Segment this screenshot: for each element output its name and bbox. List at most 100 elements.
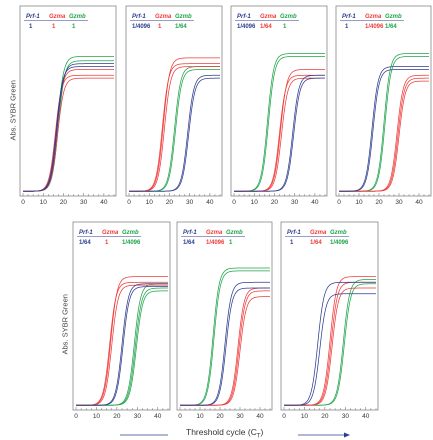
panel-3: 0 10 20 30 40 Prf-1 Gzma Gzmb 1/4096 1/64 1 — [230, 5, 328, 206]
panel-frame — [335, 5, 432, 197]
curve-prf-1 — [180, 287, 270, 406]
dilution-ratio-gzma: 1/4096 — [206, 240, 225, 246]
legend-entry-gzmb: Gzmb — [330, 230, 347, 236]
legend: Prf-1 Gzma Gzmb 1 1/4096 1/64 — [340, 14, 404, 30]
x-tick-label: 10 — [93, 413, 101, 420]
x-tick-label: 30 — [342, 413, 350, 420]
x-tick-label: 40 — [100, 199, 108, 206]
x-tick-label: 20 — [216, 413, 224, 420]
x-tick-label: 0 — [337, 199, 341, 206]
legend-entry-gzma: Gzma — [260, 14, 277, 20]
legend-entry-gzmb: Gzmb — [69, 14, 86, 20]
curve-prf-1 — [339, 69, 429, 192]
dilution-ratio-gzma: 1 — [105, 240, 109, 246]
curve-prf-1 — [284, 293, 376, 406]
x-axis-label-close: ) — [260, 427, 264, 437]
legend: Prf-1 Gzma Gzmb 1 1/64 1/4096 — [285, 230, 349, 246]
x-tick-label: 20 — [60, 199, 68, 206]
x-tick-label: 10 — [196, 413, 204, 420]
panel-frame — [19, 5, 117, 197]
dilution-ratio-prf-1: 1/64 — [183, 240, 195, 246]
legend-entry-prf-1: Prf-1 — [132, 14, 146, 20]
x-tick-label: 40 — [154, 413, 162, 420]
x-tick-label: 10 — [40, 199, 48, 206]
x-tick-label: 30 — [186, 199, 194, 206]
x-tick-label: 30 — [80, 199, 88, 206]
x-axis-arrow — [120, 432, 350, 438]
legend-entry-gzmb: Gzmb — [280, 14, 297, 20]
dilution-ratio-prf-1: 1/4096 — [132, 24, 151, 30]
dilution-ratio-gzmb: 1/64 — [175, 24, 187, 30]
legend-entry-prf-1: Prf-1 — [342, 14, 356, 20]
dilution-ratio-gzma: 1 — [52, 24, 56, 30]
panel-2: 0 10 20 30 40 Prf-1 Gzma Gzmb 1/4096 1 1/64 — [125, 5, 223, 206]
legend-entry-gzmb: Gzmb — [385, 14, 402, 20]
x-tick-label: 30 — [291, 199, 299, 206]
dilution-ratio-gzma: 1/4096 — [365, 24, 384, 30]
x-tick-label: 40 — [206, 199, 214, 206]
panel-5: 0 10 20 30 40 Prf-1 Gzma Gzmb 1/64 1 1/4096 — [72, 221, 171, 420]
dilution-ratio-gzmb: 1 — [229, 240, 233, 246]
dilution-ratio-prf-1: 1 — [345, 24, 349, 30]
legend-entry-gzma: Gzma — [155, 14, 172, 20]
x-ticks — [75, 407, 169, 410]
legend-entry-gzma: Gzma — [206, 230, 223, 236]
x-tick-label: 30 — [395, 199, 403, 206]
x-tick-label: 20 — [375, 199, 383, 206]
x-tick-label: 20 — [166, 199, 174, 206]
x-tick-label: 0 — [74, 413, 78, 420]
curve-prf-1 — [129, 77, 220, 192]
dilution-ratio-gzma: 1/64 — [260, 24, 272, 30]
x-tick-label: 40 — [256, 413, 264, 420]
legend-entry-prf-1: Prf-1 — [79, 230, 93, 236]
curve-prf-1 — [76, 286, 168, 406]
dilution-ratio-gzmb: 1 — [283, 24, 287, 30]
x-tick-label: 0 — [21, 199, 25, 206]
dilution-ratio-gzma: 1 — [158, 24, 162, 30]
x-ticks — [283, 407, 377, 410]
legend-entry-gzma: Gzma — [102, 230, 119, 236]
x-axis-label: Threshold cycle (CT) — [186, 427, 263, 440]
panel-7: 0 10 20 30 40 Prf-1 Gzma Gzmb 1 1/64 1/4096 — [280, 221, 379, 420]
x-ticks — [128, 193, 221, 196]
x-ticks — [233, 193, 326, 196]
x-tick-label: 10 — [251, 199, 259, 206]
panel-frame — [280, 221, 379, 411]
dilution-ratio-prf-1: 1 — [29, 24, 33, 30]
curves — [23, 56, 114, 192]
dilution-ratio-gzmb: 1/4096 — [122, 240, 141, 246]
x-tick-label: 10 — [146, 199, 154, 206]
x-tick-label: 10 — [301, 413, 309, 420]
legend-entry-prf-1: Prf-1 — [287, 230, 301, 236]
curve-prf-1 — [234, 77, 325, 192]
panel-1: 0 10 20 30 40 Prf-1 Gzma Gzmb 1 1 1 — [19, 5, 117, 206]
x-tick-label: 30 — [236, 413, 244, 420]
x-tick-label: 40 — [362, 413, 370, 420]
x-tick-label: 20 — [321, 413, 329, 420]
panel-frame — [125, 5, 223, 197]
curve-prf-1 — [23, 63, 114, 192]
curves — [76, 276, 168, 406]
dilution-ratio-prf-1: 1/4096 — [237, 24, 256, 30]
y-axis-label-top-row: Abs. SYBR Green — [8, 80, 18, 141]
legend-entry-gzma: Gzma — [365, 14, 382, 20]
x-tick-label: 0 — [127, 199, 131, 206]
x-tick-label: 20 — [113, 413, 121, 420]
x-tick-label: 0 — [282, 413, 286, 420]
panel-frame — [72, 221, 171, 411]
legend: Prf-1 Gzma Gzmb 1/64 1/4096 1 — [181, 230, 245, 246]
legend: Prf-1 Gzma Gzmb 1/4096 1/64 1 — [235, 14, 299, 30]
curves — [180, 267, 270, 406]
panel-frame — [230, 5, 328, 197]
curves — [284, 276, 376, 406]
panel-6: 0 10 20 30 40 Prf-1 Gzma Gzmb 1/64 1/4096 1 — [176, 221, 273, 420]
x-tick-label: 30 — [134, 413, 142, 420]
legend: Prf-1 Gzma Gzmb 1/4096 1 1/64 — [130, 14, 194, 30]
x-ticks — [22, 193, 115, 196]
dilution-ratio-prf-1: 1/64 — [79, 240, 91, 246]
legend-entry-prf-1: Prf-1 — [26, 14, 40, 20]
x-ticks — [338, 193, 430, 196]
legend-entry-gzmb: Gzmb — [226, 230, 243, 236]
x-axis-label-subscript: T — [256, 433, 261, 440]
panel-frame — [176, 221, 273, 411]
